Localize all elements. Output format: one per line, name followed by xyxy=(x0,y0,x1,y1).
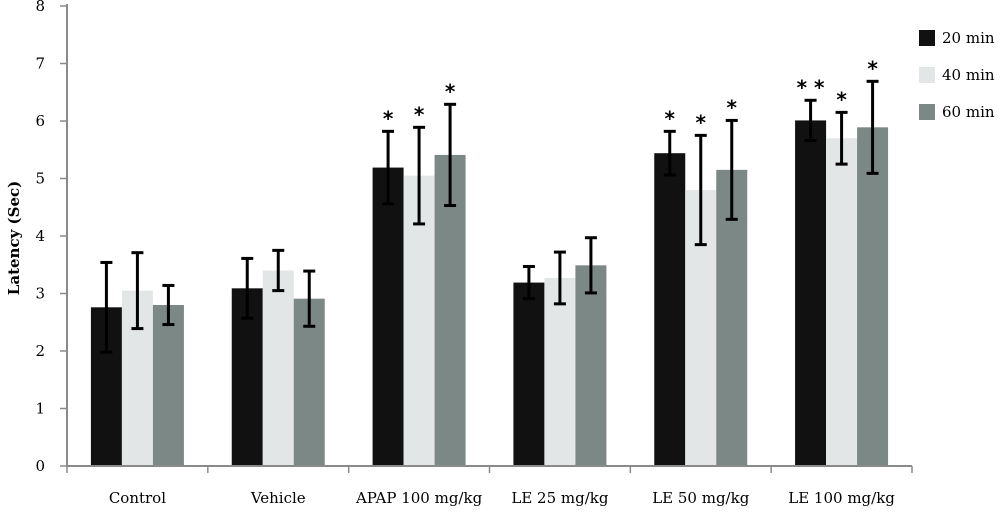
bar-60-min-5 xyxy=(857,127,889,466)
significance-star: * * xyxy=(797,75,825,99)
legend: 20 min 40 min 60 min xyxy=(919,29,995,121)
x-tick-label: LE 50 mg/kg xyxy=(652,489,750,507)
x-tick-label: LE 100 mg/kg xyxy=(788,489,895,507)
bar-20-min-3 xyxy=(513,282,545,466)
legend-swatch-40-min xyxy=(919,67,935,83)
significance-star: * xyxy=(383,106,394,130)
y-axis-label: Latency (Sec) xyxy=(5,181,23,295)
significance-star: * xyxy=(696,110,707,134)
significance-star: * xyxy=(414,102,425,126)
bar-60-min-0 xyxy=(152,305,184,466)
legend-label: 20 min xyxy=(942,29,995,47)
significance-star: * xyxy=(665,106,676,130)
y-tick-label: 6 xyxy=(35,112,45,130)
x-tick-label: Control xyxy=(109,489,166,507)
bar-40-min-1 xyxy=(262,270,294,466)
axes xyxy=(66,4,912,467)
bar-60-min-3 xyxy=(575,265,607,466)
bar-20-min-4 xyxy=(654,153,686,466)
significance-star: * xyxy=(836,87,847,111)
y-tick-label: 4 xyxy=(35,227,45,245)
bar-40-min-3 xyxy=(544,277,576,466)
bar-20-min-5 xyxy=(795,120,827,467)
y-tick-label: 3 xyxy=(35,285,45,303)
bar-40-min-5 xyxy=(826,138,858,466)
significance-star: * xyxy=(727,95,738,119)
significance-star: * xyxy=(867,56,878,80)
bar-20-min-2 xyxy=(372,167,404,466)
y-tick-label: 5 xyxy=(35,170,45,188)
x-tick-label: APAP 100 mg/kg xyxy=(355,489,483,507)
error-bars xyxy=(100,79,879,354)
x-axis-ticks: Control Vehicle APAP 100 mg/kg LE 25 mg/kg L… xyxy=(66,466,913,507)
y-tick-label: 0 xyxy=(35,457,45,475)
x-tick-label: Vehicle xyxy=(250,489,306,507)
y-tick-label: 8 xyxy=(35,0,45,15)
bars xyxy=(90,120,889,467)
y-tick-label: 2 xyxy=(35,342,45,360)
significance-star: * xyxy=(445,79,456,103)
legend-swatch-60-min xyxy=(919,104,935,120)
y-tick-label: 1 xyxy=(35,400,45,418)
legend-swatch-20-min xyxy=(919,30,935,46)
significance-markers: * * * * * * * * * * xyxy=(383,56,878,134)
y-axis-ticks: 0 1 2 3 4 5 6 7 8 xyxy=(35,0,67,475)
y-tick-label: 7 xyxy=(35,55,45,73)
legend-label: 40 min xyxy=(942,66,995,84)
legend-label: 60 min xyxy=(942,103,995,121)
x-tick-label: LE 25 mg/kg xyxy=(511,489,609,507)
